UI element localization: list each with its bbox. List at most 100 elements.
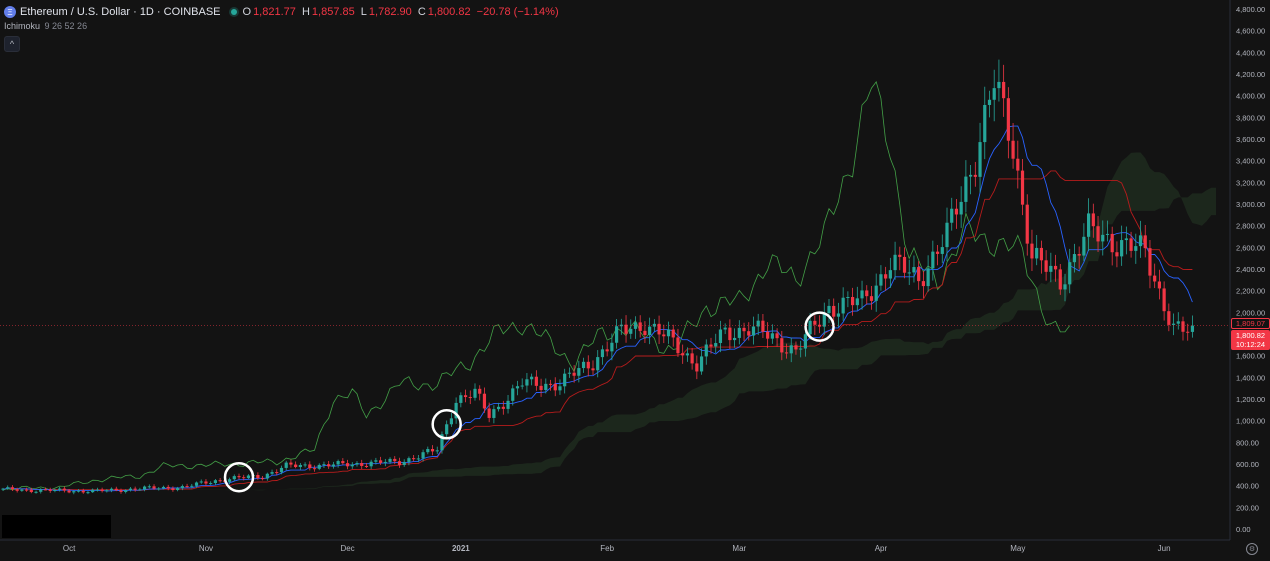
x-tick-label: Mar	[732, 544, 746, 553]
candle-body	[567, 372, 571, 374]
y-tick-label: 2,600.00	[1236, 243, 1265, 252]
candle-body	[15, 489, 19, 491]
y-tick-label: 3,400.00	[1236, 157, 1265, 166]
candle-body	[449, 418, 453, 425]
symbol-title[interactable]: Ethereum / U.S. Dollar · 1D · COINBASE	[20, 6, 221, 18]
candle-body	[879, 274, 883, 286]
kijun-sen-line	[2, 170, 1193, 491]
candle-body	[950, 208, 954, 223]
candle-body	[34, 491, 38, 493]
candle-body	[1124, 238, 1128, 241]
candle-body	[799, 348, 803, 350]
candle-body	[95, 489, 99, 491]
candle-body	[152, 486, 156, 489]
candle-body	[492, 409, 496, 418]
candle-body	[105, 490, 109, 492]
candle-body	[468, 397, 472, 399]
candle-body	[355, 462, 359, 465]
candle-body	[978, 142, 982, 177]
candle-body	[1110, 233, 1114, 253]
candle-body	[954, 208, 959, 215]
indicator-name[interactable]: Ichimoku	[4, 21, 41, 31]
x-tick-label: Jun	[1158, 544, 1171, 553]
x-tick-label: Feb	[600, 544, 614, 553]
y-tick-label: 200.00	[1236, 503, 1259, 512]
candle-body	[58, 488, 62, 490]
candle-body	[209, 483, 213, 485]
candle-body	[1063, 284, 1067, 290]
candle-body	[558, 386, 562, 391]
market-status-icon[interactable]	[230, 9, 237, 15]
candle-body	[331, 464, 335, 467]
candle-body	[364, 465, 369, 467]
candle-body	[39, 489, 43, 492]
y-tick-label: 600.00	[1236, 460, 1259, 469]
candle-body	[987, 99, 992, 105]
candle-body	[1143, 235, 1147, 249]
candle-body	[48, 489, 52, 492]
candle-body	[138, 489, 142, 491]
candle-body	[1129, 238, 1133, 251]
highlight-circle	[223, 461, 255, 493]
candle-body	[983, 104, 987, 143]
candle-body	[884, 274, 888, 279]
candle-body	[780, 338, 784, 353]
candle-body	[1087, 213, 1091, 237]
y-tick-label: 4,600.00	[1236, 27, 1265, 36]
candle-body	[935, 251, 940, 254]
candle-body	[808, 320, 812, 335]
y-tick-label: 1,600.00	[1236, 352, 1265, 361]
candle-body	[147, 486, 151, 488]
candle-body	[501, 406, 505, 409]
collapse-legend-button[interactable]: ^	[4, 36, 20, 52]
candle-body	[648, 326, 652, 336]
candle-body	[157, 488, 161, 490]
settings-gear-icon[interactable]: ⚙	[1246, 543, 1258, 555]
candle-body	[699, 356, 704, 372]
candle-body	[591, 368, 595, 371]
ohlc-open-value: 1,821.77	[253, 6, 296, 18]
candle-body	[747, 331, 751, 336]
candle-body	[600, 349, 605, 358]
candle-body	[1016, 158, 1020, 171]
y-tick-label: 2,800.00	[1236, 222, 1265, 231]
candle-body	[204, 481, 208, 484]
candle-body	[1120, 240, 1124, 257]
candle-body	[751, 326, 756, 336]
candle-body	[294, 464, 298, 468]
candle-body	[1058, 269, 1062, 290]
candle-body	[1148, 248, 1152, 276]
candle-body	[530, 376, 534, 380]
candle-body	[171, 488, 175, 491]
candle-body	[506, 400, 510, 409]
candle-body	[1105, 233, 1110, 235]
indicator-legend[interactable]: Ichimoku 9 26 52 26	[4, 21, 87, 31]
highlight-circle	[431, 409, 462, 440]
candle-body	[605, 349, 609, 352]
candle-body	[86, 492, 90, 494]
candle-body	[718, 329, 723, 344]
candle-body	[100, 489, 104, 492]
candle-body	[973, 174, 977, 177]
candle-body	[308, 464, 312, 469]
candle-body	[624, 324, 628, 334]
candle-body	[1157, 281, 1161, 289]
candle-body	[1006, 98, 1010, 141]
candle-body	[128, 488, 133, 491]
candle-body	[1167, 311, 1171, 325]
candle-body	[166, 486, 170, 489]
candle-body	[728, 327, 732, 341]
candle-body	[964, 176, 968, 202]
candle-body	[43, 489, 48, 491]
candle-body	[29, 489, 33, 493]
candle-body	[827, 305, 831, 314]
chevron-up-icon: ^	[9, 39, 15, 49]
candle-body	[10, 487, 15, 490]
candle-body	[704, 344, 708, 357]
candle-body	[497, 406, 501, 410]
candle-body	[794, 345, 798, 350]
candle-body	[383, 461, 387, 463]
candle-body	[298, 464, 302, 468]
